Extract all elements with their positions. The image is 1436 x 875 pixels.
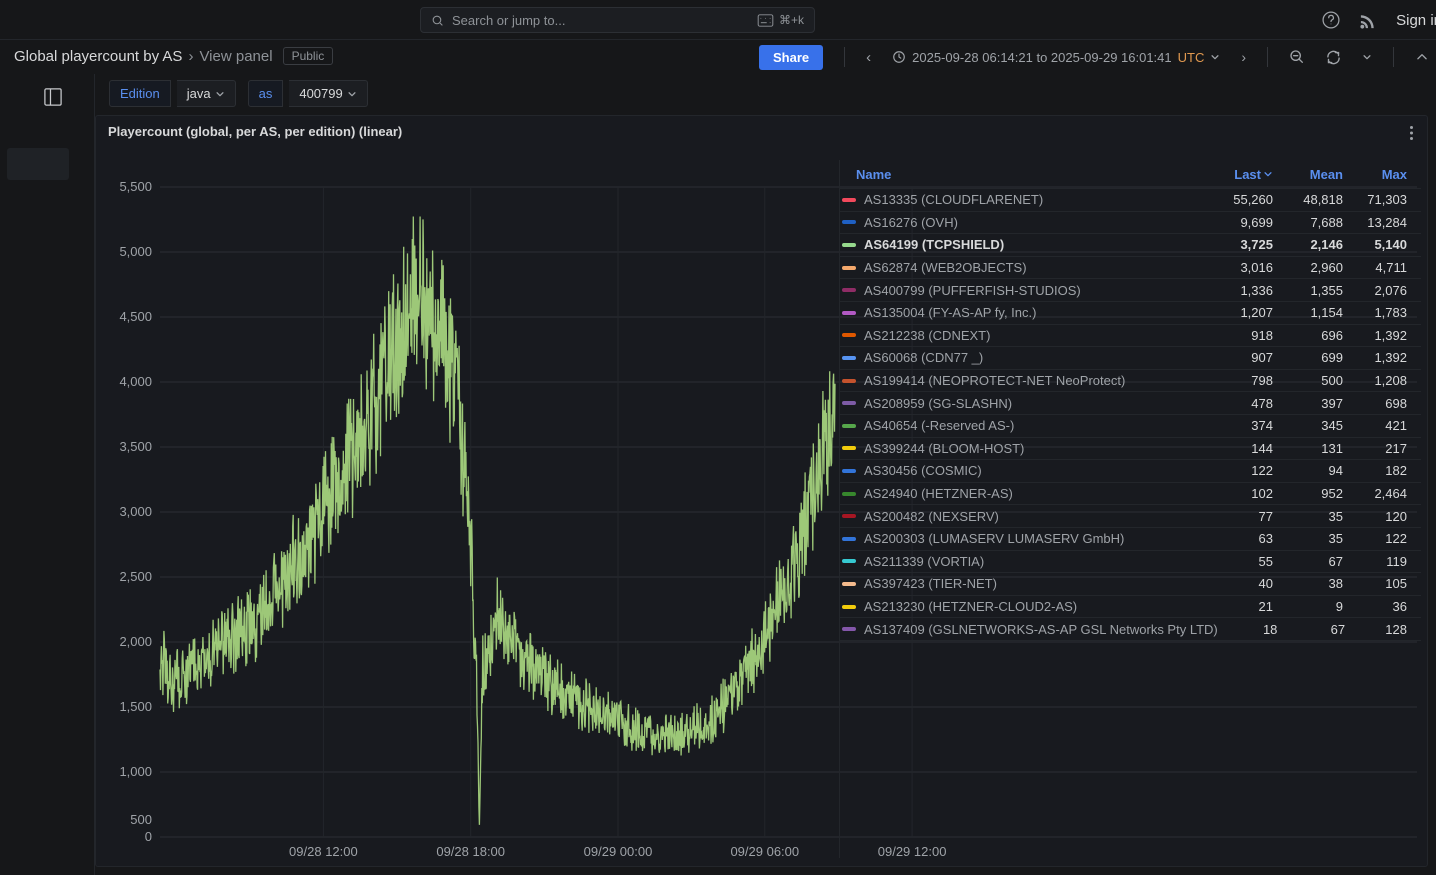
- svg-text:09/29 00:00: 09/29 00:00: [584, 844, 653, 859]
- svg-text:500: 500: [130, 812, 152, 827]
- svg-text:3,000: 3,000: [119, 504, 152, 519]
- svg-text:2,500: 2,500: [119, 569, 152, 584]
- svg-text:1,000: 1,000: [119, 764, 152, 779]
- svg-text:4,500: 4,500: [119, 309, 152, 324]
- svg-text:1,500: 1,500: [119, 699, 152, 714]
- svg-text:09/28 18:00: 09/28 18:00: [436, 844, 505, 859]
- svg-text:5,500: 5,500: [119, 179, 152, 194]
- svg-text:09/28 12:00: 09/28 12:00: [289, 844, 358, 859]
- svg-text:3,500: 3,500: [119, 439, 152, 454]
- svg-text:09/29 06:00: 09/29 06:00: [730, 844, 799, 859]
- svg-text:5,000: 5,000: [119, 244, 152, 259]
- svg-text:0: 0: [145, 829, 152, 844]
- svg-text:4,000: 4,000: [119, 374, 152, 389]
- svg-text:2,000: 2,000: [119, 634, 152, 649]
